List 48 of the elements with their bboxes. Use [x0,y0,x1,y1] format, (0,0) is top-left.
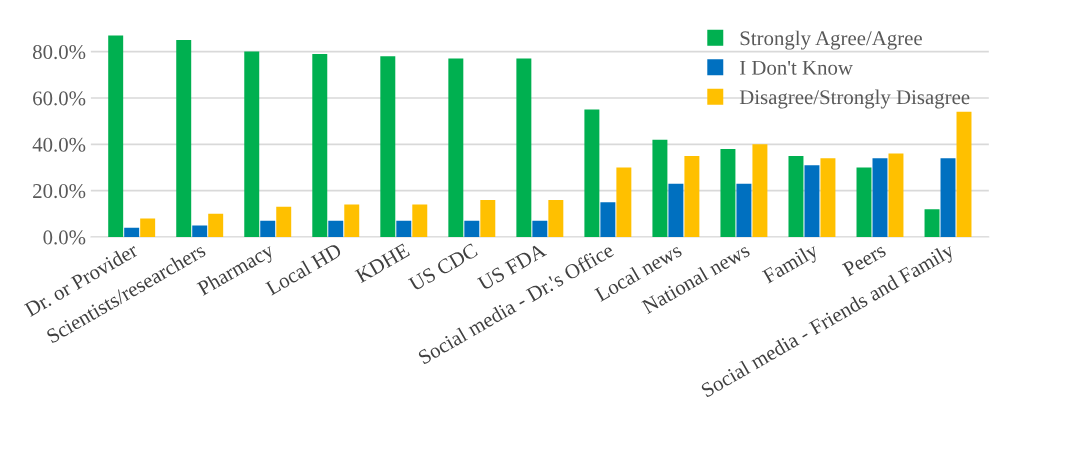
bar [684,155,700,237]
bar [940,158,956,237]
bar [600,202,616,237]
bar [412,204,428,237]
bar [548,199,564,237]
bar [752,144,768,237]
bar [328,220,344,237]
bar [856,167,872,237]
bar [192,225,208,237]
bar [108,35,124,237]
bar [736,183,752,237]
legend-label: Disagree/Strongly Disagree [739,89,970,109]
bar [820,158,836,237]
y-tick-label: 0.0% [43,230,86,245]
y-tick-label: 40.0% [32,137,86,152]
bar [616,167,632,237]
bar [208,213,224,237]
legend-label: I Don't Know [739,60,853,75]
bar [260,220,276,237]
bar [396,220,412,237]
bar [176,40,192,237]
bar [720,148,736,237]
bar [872,158,888,237]
bar [668,183,684,237]
bar [344,204,360,237]
bar [804,165,820,237]
bar [888,153,904,237]
bar [788,155,804,237]
bar [380,56,396,237]
x-tick-label: Peers [841,242,887,277]
bar [140,218,156,237]
bar [464,220,480,237]
bar [480,199,496,237]
bar [124,227,140,237]
bar [652,139,668,237]
bar [924,209,940,237]
bar [956,111,972,237]
y-tick-label: 80.0% [32,44,86,60]
bar [276,206,292,237]
y-tick-label: 60.0% [33,91,86,106]
bar [244,51,260,237]
bar [584,109,600,237]
bar [448,58,464,237]
y-tick-label: 20.0% [33,184,86,199]
bar [532,220,548,237]
bar [312,53,328,237]
bar [516,58,532,237]
legend-label: Strongly Agree/Agree [740,30,922,50]
